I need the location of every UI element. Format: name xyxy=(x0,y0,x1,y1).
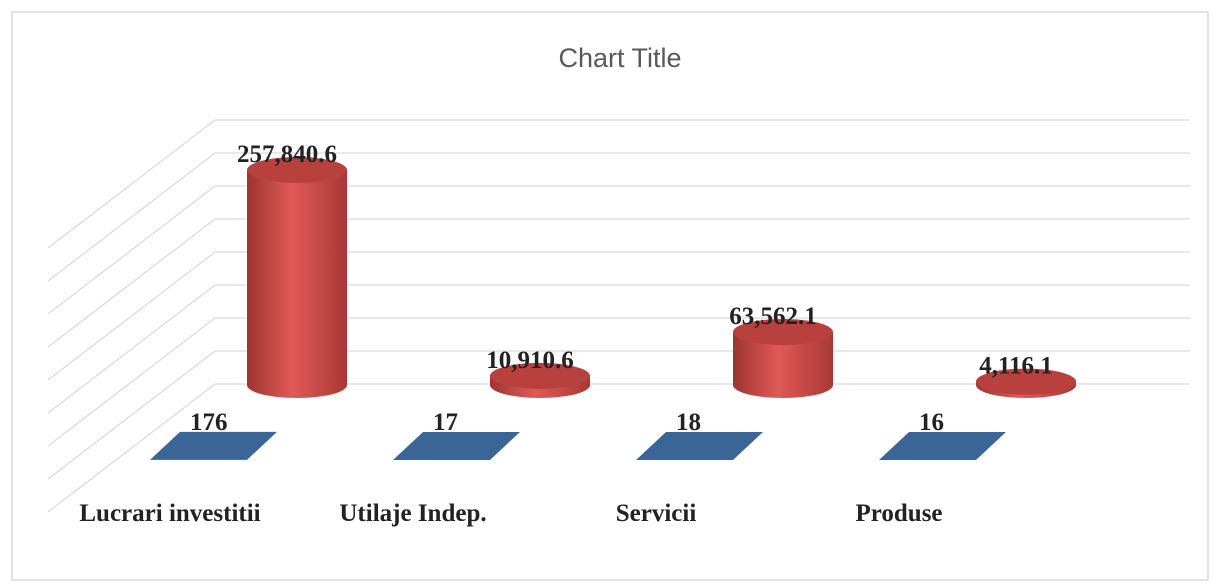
bar-top xyxy=(733,318,833,345)
value-label: 63,562.1 xyxy=(729,303,817,330)
bar xyxy=(879,431,1006,460)
bar-top xyxy=(490,362,590,389)
bar xyxy=(636,431,763,460)
bar xyxy=(393,431,520,460)
grid-line xyxy=(47,185,216,315)
value-label: 176 xyxy=(190,409,228,436)
value-label: 257,840.6 xyxy=(237,141,337,168)
x-tick-label: Utilaje Indep. xyxy=(339,500,487,527)
bar-top xyxy=(247,157,347,183)
grid-line xyxy=(47,350,216,480)
value-label: 16 xyxy=(919,409,944,436)
grid-line xyxy=(47,284,216,414)
chart-border xyxy=(11,11,1209,581)
value-label: 10,910.6 xyxy=(486,347,574,374)
bar xyxy=(733,331,833,398)
x-tick-label: Produse xyxy=(855,500,943,527)
grid-line xyxy=(47,218,216,348)
x-tick-label: Lucrari investitii xyxy=(79,500,261,527)
bar xyxy=(247,170,347,398)
x-tick-label: Servicii xyxy=(615,500,697,527)
grid-line xyxy=(47,119,216,249)
grid-line xyxy=(47,251,216,381)
value-label: 18 xyxy=(676,409,701,436)
bar xyxy=(150,431,277,460)
chart-title: Chart Title xyxy=(558,43,681,73)
bar-top xyxy=(976,368,1076,395)
grid-line xyxy=(47,152,216,282)
value-label: 17 xyxy=(433,409,458,436)
grid-line xyxy=(47,317,216,447)
grid-line xyxy=(47,383,216,513)
value-label: 4,116.1 xyxy=(979,353,1053,380)
